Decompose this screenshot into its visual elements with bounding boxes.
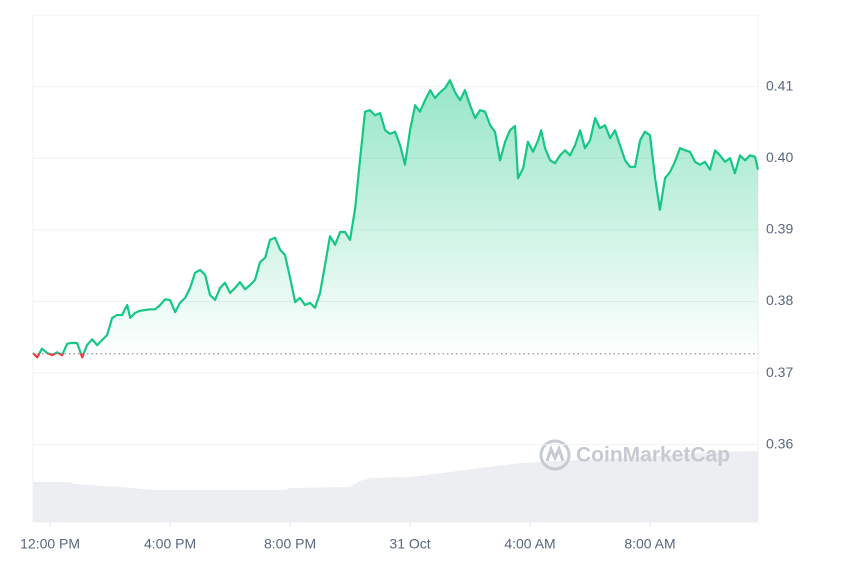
y-tick-label: 0.37 bbox=[766, 364, 793, 380]
price-line bbox=[32, 79, 760, 359]
x-tick-label: 31 Oct bbox=[389, 536, 430, 552]
y-tick-label: 0.38 bbox=[766, 292, 793, 308]
watermark: CoinMarketCap bbox=[539, 439, 730, 471]
x-tick-label: 4:00 AM bbox=[504, 536, 555, 552]
x-tick-label: 4:00 PM bbox=[144, 536, 196, 552]
y-tick-label: 0.36 bbox=[766, 435, 793, 451]
x-tick-label: 12:00 PM bbox=[20, 536, 80, 552]
x-tick-label: 8:00 AM bbox=[624, 536, 675, 552]
y-tick-label: 0.40 bbox=[766, 149, 793, 165]
watermark-logo-mark bbox=[545, 444, 565, 462]
y-tick-label: 0.39 bbox=[766, 221, 793, 237]
x-tick-label: 8:00 PM bbox=[264, 536, 316, 552]
price-area bbox=[33, 80, 758, 358]
watermark-text: CoinMarketCap bbox=[576, 444, 730, 467]
y-tick-label: 0.41 bbox=[766, 77, 793, 93]
volume-area bbox=[33, 451, 758, 522]
watermark-logo bbox=[539, 439, 571, 471]
